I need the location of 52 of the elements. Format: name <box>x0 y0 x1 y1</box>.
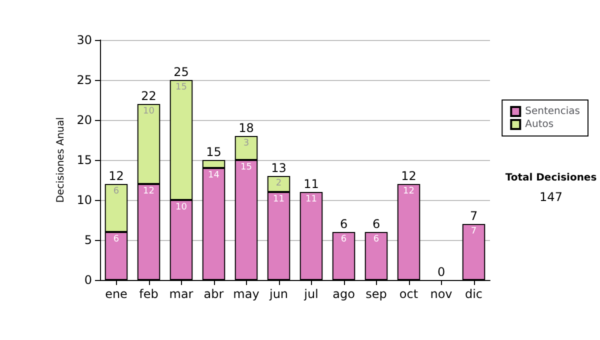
y-tick-label: 15 <box>76 153 92 167</box>
data-label: 6 <box>113 234 120 244</box>
total-label: 11 <box>304 177 319 191</box>
y-tick-label: 20 <box>76 113 92 127</box>
x-tick-label: may <box>233 287 260 301</box>
total-label: 7 <box>470 209 478 223</box>
x-tick-label: jun <box>268 287 288 301</box>
data-label: 15 <box>176 82 187 92</box>
total-label: 6 <box>372 217 380 231</box>
x-tick-label: abr <box>204 287 224 301</box>
total-label: 13 <box>271 161 286 175</box>
data-label: 12 <box>143 186 154 196</box>
x-tick-label: dic <box>464 287 483 301</box>
y-tick-label: 0 <box>84 273 92 287</box>
x-tick-label: ene <box>105 287 128 301</box>
x-tick-label: ago <box>332 287 355 301</box>
data-label: 11 <box>273 194 284 204</box>
total-label: 22 <box>141 89 156 103</box>
y-tick-label: 30 <box>76 33 92 47</box>
data-label: 3 <box>243 138 250 148</box>
x-tick-label: jul <box>303 287 318 301</box>
y-tick-label: 10 <box>76 193 92 207</box>
x-tick-label: oct <box>399 287 418 301</box>
data-label: 6 <box>373 234 380 244</box>
data-label: 2 <box>276 178 282 188</box>
data-label: 10 <box>143 106 155 116</box>
y-axis-title: Decisiones Anual <box>55 117 66 203</box>
total-label: 12 <box>401 169 416 183</box>
total-label: 6 <box>340 217 348 231</box>
y-tick-label: 5 <box>84 233 92 247</box>
data-label: 7 <box>470 226 477 236</box>
legend-label: Sentencias <box>525 106 580 117</box>
data-label: 11 <box>306 194 317 204</box>
data-label: 12 <box>403 186 414 196</box>
data-label: 6 <box>340 234 347 244</box>
x-tick-label: mar <box>169 287 194 301</box>
total-label: 12 <box>108 169 124 183</box>
x-tick-label: sep <box>366 287 387 301</box>
text: Total Decisiones <box>505 172 597 184</box>
x-tick-label: nov <box>430 287 452 301</box>
data-label: 14 <box>208 170 220 180</box>
data-label: 6 <box>113 186 120 196</box>
total-label: 25 <box>174 65 189 79</box>
legend-label: Autos <box>525 119 554 130</box>
y-tick-label: 25 <box>76 73 92 87</box>
total-label: 18 <box>238 121 254 135</box>
data-label: 15 <box>240 162 252 172</box>
data-label: 10 <box>176 202 188 212</box>
total-label: 15 <box>206 145 222 159</box>
x-tick-label: feb <box>139 287 158 301</box>
text: 147 <box>540 190 562 204</box>
total-label: 0 <box>437 265 446 279</box>
